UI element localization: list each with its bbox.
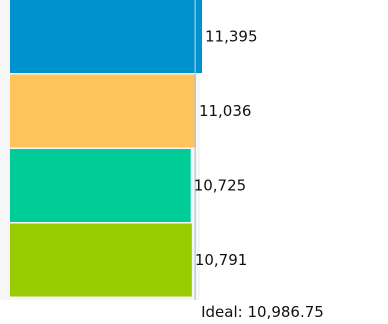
bar-4 [10, 223, 192, 297]
bar-value-label-4: 10,791 [195, 251, 248, 269]
bar-value-label-1: 11,395 [205, 28, 258, 46]
bar-value-label-3: 10,725 [194, 177, 247, 195]
bar-1 [10, 0, 202, 73]
bar-3 [10, 149, 191, 222]
bar-2 [10, 74, 196, 148]
bar-value-label-2: 11,036 [199, 102, 252, 120]
value-labels-layer: 11,395 11,036 10,725 10,791 [194, 28, 258, 270]
bars-layer [10, 0, 202, 297]
ideal-label: Ideal: 10,986.75 [201, 303, 324, 321]
